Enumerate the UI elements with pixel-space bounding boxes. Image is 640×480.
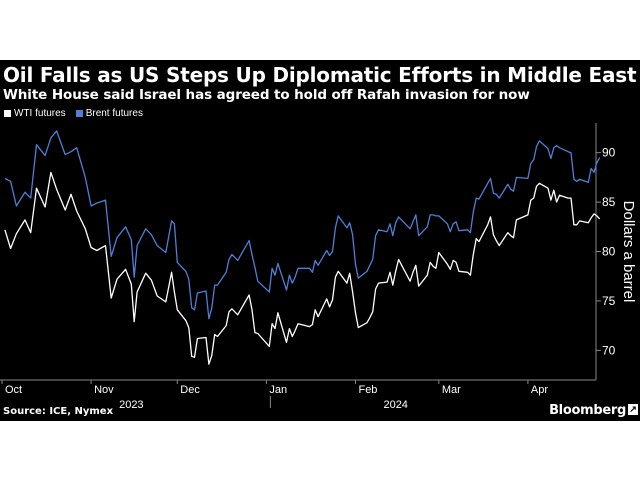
source-note: Source: ICE, Nymex <box>3 406 114 417</box>
legend-label-wti: WTI futures <box>14 108 66 119</box>
x-year-label: 2023 <box>119 399 143 411</box>
bloomberg-logo: Bloomberg <box>549 403 626 418</box>
chart-title: Oil Falls as US Steps Up Diplomatic Effo… <box>3 63 637 87</box>
y-tick-label: 80 <box>602 245 616 259</box>
y-axis-label: Dollars a barrel <box>620 201 637 303</box>
x-tick-label: Nov <box>94 384 114 396</box>
legend: WTI futures Brent futures <box>4 108 143 119</box>
legend-swatch-brent <box>75 110 83 117</box>
chart-card: Oil Falls as US Steps Up Diplomatic Effo… <box>0 60 640 421</box>
x-tick-label: Dec <box>180 384 200 396</box>
legend-label-brent: Brent futures <box>85 108 143 119</box>
legend-item-wti: WTI futures <box>4 108 66 119</box>
x-year-label: 2024 <box>383 399 407 411</box>
legend-swatch-wti <box>4 110 11 117</box>
x-tick-label: Oct <box>5 384 22 396</box>
wti-series-line <box>4 171 601 365</box>
y-tick-label: 75 <box>602 294 616 308</box>
y-tick-label: 70 <box>602 343 616 357</box>
y-tick-label: 90 <box>602 146 616 160</box>
y-tick-label: 85 <box>602 195 616 209</box>
legend-item-brent: Brent futures <box>75 108 143 119</box>
arrow-icon: ↗ <box>628 404 638 415</box>
chart-subtitle: White House said Israel has agreed to ho… <box>3 87 530 103</box>
brent-series-line <box>4 130 601 320</box>
x-tick-label: Jan <box>269 384 287 396</box>
x-tick-label: Feb <box>358 384 377 396</box>
line-chart: 70 75 80 85 90 Dollars a barrel Oct Nov Dec Jan Fe… <box>0 123 637 411</box>
x-tick-label: Mar <box>442 384 461 396</box>
x-tick-label: Apr <box>531 384 548 396</box>
